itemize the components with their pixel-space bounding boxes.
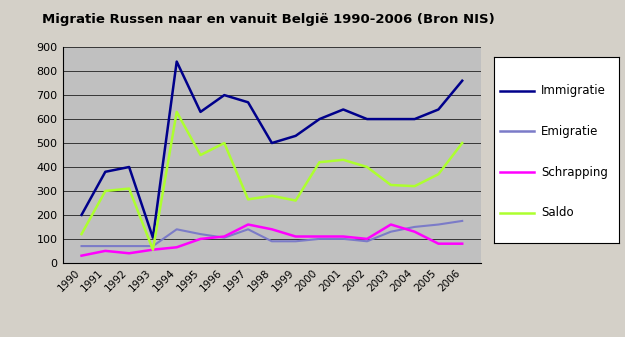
Immigratie [292,134,299,138]
Immigratie [78,213,85,217]
Schrapping [221,235,228,239]
Immigratie [173,60,181,64]
Emigratie [173,227,181,231]
Emigratie [268,239,276,243]
Schrapping [292,235,299,239]
Schrapping [78,254,85,258]
Text: Immigratie: Immigratie [541,84,606,97]
Emigratie [363,239,371,243]
Schrapping [316,235,323,239]
Saldo [363,165,371,169]
Schrapping [363,237,371,241]
Immigratie [434,108,442,112]
Immigratie [244,100,252,104]
Saldo [292,198,299,203]
Schrapping [197,237,204,241]
Emigratie [197,232,204,236]
Schrapping [173,245,181,249]
Immigratie [316,117,323,121]
Emigratie [244,227,252,231]
Saldo [149,248,157,252]
Saldo [173,110,181,114]
Immigratie [363,117,371,121]
Schrapping [126,251,133,255]
Saldo [459,141,466,145]
Schrapping [102,249,109,253]
Schrapping [268,227,276,231]
Immigratie [102,170,109,174]
Schrapping [434,242,442,246]
Schrapping [244,222,252,226]
Schrapping [149,248,157,252]
Immigratie [197,110,204,114]
Immigratie [339,108,347,112]
Immigratie [459,79,466,83]
Emigratie [339,237,347,241]
Saldo [244,197,252,202]
Saldo [102,189,109,193]
Line: Saldo: Saldo [81,112,462,250]
Emigratie [316,237,323,241]
Text: Schrapping: Schrapping [541,166,608,179]
Schrapping [387,222,394,226]
Emigratie [221,236,228,240]
Emigratie [149,244,157,248]
Schrapping [459,242,466,246]
Saldo [78,232,85,236]
Immigratie [268,141,276,145]
Immigratie [126,165,133,169]
Line: Schrapping: Schrapping [81,224,462,256]
Emigratie [292,239,299,243]
Emigratie [102,244,109,248]
Saldo [316,160,323,164]
Emigratie [411,225,418,229]
Immigratie [411,117,418,121]
Saldo [434,172,442,176]
Immigratie [387,117,394,121]
Emigratie [434,222,442,226]
Immigratie [149,236,157,240]
Immigratie [221,93,228,97]
Saldo [411,184,418,188]
Text: Saldo: Saldo [541,207,574,219]
Schrapping [339,235,347,239]
Saldo [221,141,228,145]
Line: Immigratie: Immigratie [81,62,462,238]
Schrapping [411,230,418,234]
Text: Migratie Russen naar en vanuit België 1990-2006 (Bron NIS): Migratie Russen naar en vanuit België 19… [42,13,495,27]
Text: Emigratie: Emigratie [541,125,599,138]
Saldo [339,158,347,162]
Saldo [268,194,276,198]
Emigratie [126,244,133,248]
Saldo [197,153,204,157]
Emigratie [78,244,85,248]
Line: Emigratie: Emigratie [81,221,462,246]
Saldo [387,183,394,187]
Emigratie [387,230,394,234]
Emigratie [459,219,466,223]
Saldo [126,187,133,191]
